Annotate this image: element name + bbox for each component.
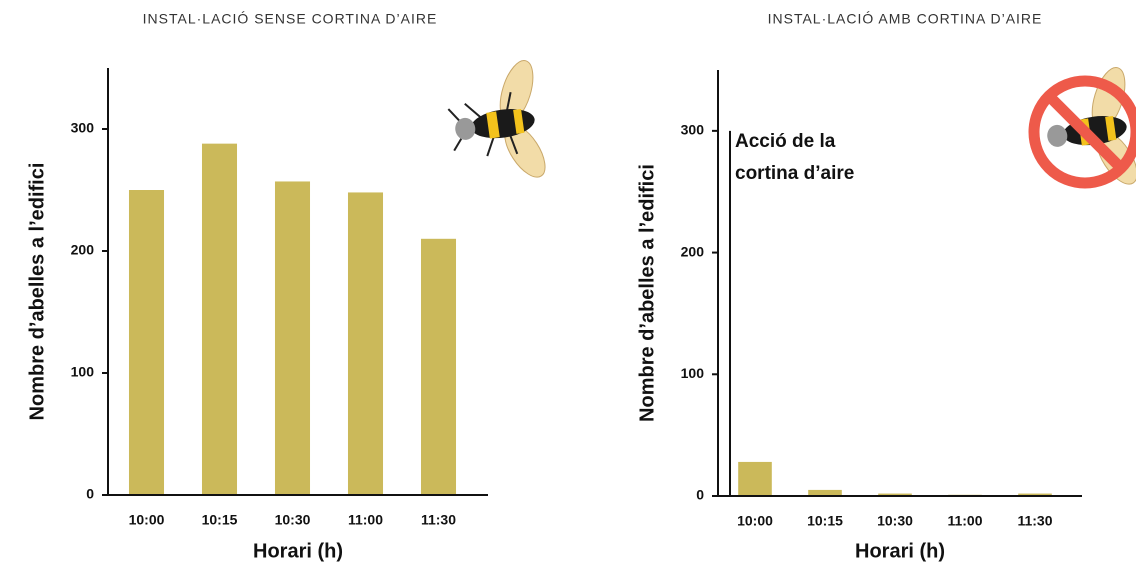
page: INSTAL·LACIÓ SENSE CORTINA D’AIRE Nombre … bbox=[0, 0, 1136, 567]
chart-title: INSTAL·LACIÓ AMB CORTINA D’AIRE bbox=[768, 11, 1043, 27]
bar bbox=[129, 190, 164, 495]
y-tick-label: 100 bbox=[71, 364, 95, 380]
annotation: cortina d’aire bbox=[735, 163, 854, 184]
bar bbox=[421, 239, 456, 495]
no-bee-icon bbox=[1034, 60, 1136, 200]
y-axis-label: Nombre d’abelles a l’edifici bbox=[636, 164, 658, 422]
y-tick-label: 0 bbox=[696, 487, 704, 503]
x-tick-label: 11:30 bbox=[421, 512, 456, 528]
y-tick-label: 300 bbox=[71, 120, 95, 136]
x-tick-label: 10:30 bbox=[275, 512, 311, 528]
x-tick-label: 11:00 bbox=[348, 512, 383, 528]
bar bbox=[202, 144, 237, 495]
bar bbox=[348, 192, 383, 495]
bar bbox=[275, 181, 310, 495]
bee-icon bbox=[442, 53, 555, 193]
annotation: Acció de la bbox=[735, 131, 836, 152]
x-tick-label: 10:15 bbox=[807, 513, 843, 529]
x-tick-label: 10:15 bbox=[202, 512, 238, 528]
charts: INSTAL·LACIÓ SENSE CORTINA D’AIRE Nombre … bbox=[0, 0, 1136, 567]
x-tick-label: 10:00 bbox=[129, 512, 165, 528]
y-tick-label: 0 bbox=[86, 486, 94, 502]
x-axis-label: Horari (h) bbox=[855, 540, 945, 562]
y-tick-label: 100 bbox=[681, 365, 705, 381]
x-tick-label: 10:30 bbox=[877, 513, 913, 529]
y-tick-label: 300 bbox=[681, 122, 705, 138]
chart-title: INSTAL·LACIÓ SENSE CORTINA D’AIRE bbox=[143, 11, 438, 27]
y-tick-label: 200 bbox=[681, 243, 705, 259]
y-tick-label: 200 bbox=[71, 242, 95, 258]
bar bbox=[738, 462, 772, 496]
x-tick-label: 11:00 bbox=[947, 513, 982, 529]
x-axis-label: Horari (h) bbox=[253, 540, 343, 562]
x-tick-label: 10:00 bbox=[737, 513, 773, 529]
y-axis-label: Nombre d’abelles a l’edifici bbox=[26, 163, 48, 421]
x-tick-label: 11:30 bbox=[1017, 513, 1052, 529]
